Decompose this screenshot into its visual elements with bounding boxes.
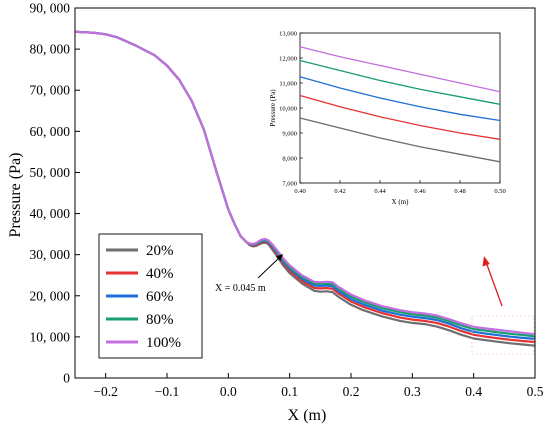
inset-y-axis-label: Pressure (Pa)	[269, 89, 277, 127]
inset-y-tick-label: 11,000	[279, 80, 297, 87]
x-tick-label: 0.1	[281, 384, 298, 399]
legend-item-100: 100%	[106, 335, 181, 351]
x-tick-label: 0.3	[404, 384, 421, 399]
inset-y-tick-label: 10,000	[279, 105, 297, 112]
inset-series-line-80	[299, 59, 501, 105]
plot-frame	[74, 7, 536, 379]
annotation: X = 0.045 m	[215, 254, 283, 294]
zoom-region	[471, 315, 535, 355]
x-tick-label: 0.4	[465, 384, 482, 399]
inset-series-line-60	[299, 76, 501, 122]
legend-label: 80%	[146, 312, 174, 328]
inset-axes: 7,000 8,000 9,000 10,000 11,000 12,000 13,000 0…	[279, 30, 506, 195]
x-tick-label: 0.5	[527, 384, 544, 399]
legend-label: 40%	[146, 266, 174, 282]
inset-y-tick-label: 13,000	[279, 30, 297, 37]
y-tick-label: 20, 000	[30, 288, 71, 303]
x-tick-label: 0.2	[343, 384, 360, 399]
x-tick-label: −0.1	[155, 384, 180, 399]
zoom-arrow	[482, 256, 503, 307]
legend-label: 100%	[146, 335, 181, 351]
legend-items: 20% 40% 60% 80% 100%	[106, 243, 181, 351]
inset-y-tick-label: 7,000	[282, 180, 297, 187]
x-tick-label: −0.2	[93, 384, 118, 399]
legend-item-60: 60%	[106, 289, 174, 305]
zoom-region-box	[471, 315, 535, 355]
y-tick-label: 90, 000	[30, 1, 71, 16]
legend-item-20: 20%	[106, 243, 174, 259]
main-axes: 0 10, 000 20, 000 30, 000 40, 000 50, 000 60, …	[30, 1, 544, 400]
y-tick-label: 80, 000	[30, 42, 71, 57]
y-tick-label: 70, 000	[30, 83, 71, 98]
inset-y-tick-label: 12,000	[279, 55, 297, 62]
legend-item-80: 80%	[106, 312, 174, 328]
inset-x-axis-label: X (m)	[392, 198, 410, 206]
inset-x-tick-label: 0.44	[374, 188, 386, 195]
y-axis-label: Pressure (Pa)	[7, 153, 24, 238]
inset-background	[299, 32, 501, 184]
inset-x-tick-label: 0.40	[294, 188, 305, 195]
y-tick-label: 0	[63, 371, 70, 386]
y-tick-label: 10, 000	[30, 329, 71, 344]
inset-x-tick-label: 0.48	[454, 188, 465, 195]
y-tick-label: 30, 000	[30, 247, 71, 262]
annotation-arrow-head	[276, 254, 283, 261]
zoom-arrow-head	[482, 256, 490, 267]
inset-series-line-20	[299, 117, 501, 163]
inset-x-tick-label: 0.46	[414, 188, 426, 195]
inset-x-tick-label: 0.50	[494, 188, 505, 195]
y-tick-label: 60, 000	[30, 124, 71, 139]
x-axis-label: X (m)	[288, 407, 327, 424]
inset-plot	[299, 46, 501, 163]
inset-chart: 7,000 8,000 9,000 10,000 11,000 12,000 13,000 0…	[269, 30, 506, 206]
inset-y-tick-label: 9,000	[282, 130, 297, 137]
y-tick-label: 40, 000	[30, 206, 71, 221]
inset-series-line-100	[299, 46, 501, 93]
legend-item-40: 40%	[106, 266, 174, 282]
y-tick-label: 50, 000	[30, 165, 71, 180]
inset-y-tick-label: 8,000	[282, 155, 297, 162]
legend: 20% 40% 60% 80% 100%	[98, 233, 203, 359]
series-line-100	[74, 30, 536, 336]
legend-label: 20%	[146, 243, 174, 259]
annotation-text: X = 0.045 m	[215, 283, 266, 294]
annotation-arrow-line	[257, 256, 281, 279]
legend-label: 60%	[146, 289, 174, 305]
inset-x-tick-label: 0.42	[334, 188, 345, 195]
inset-series-line-40	[299, 94, 501, 140]
zoom-arrow-line	[485, 261, 503, 307]
x-tick-label: 0.0	[220, 384, 237, 399]
